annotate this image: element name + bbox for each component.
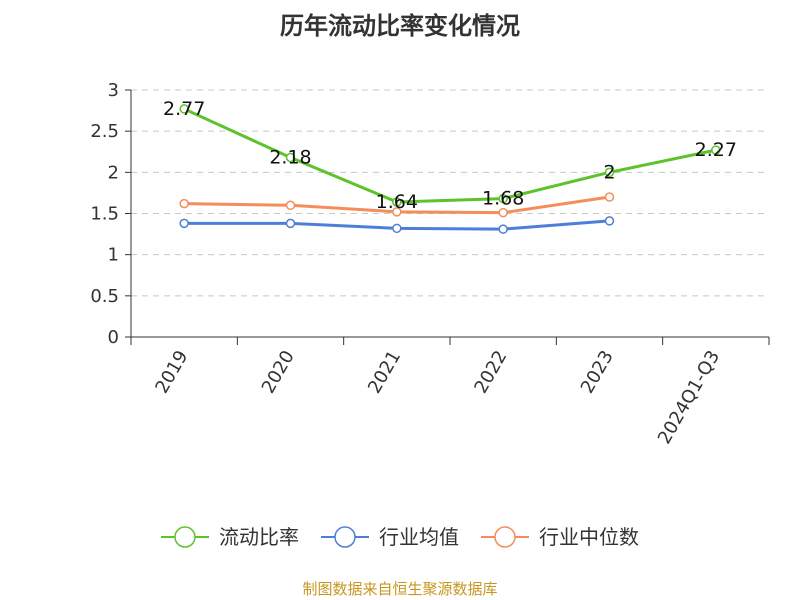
data-point bbox=[711, 145, 721, 155]
y-tick-label: 2 bbox=[108, 162, 119, 183]
data-point bbox=[285, 218, 296, 229]
data-point bbox=[179, 198, 189, 209]
data-point bbox=[179, 104, 189, 114]
x-tick-label: 2020 bbox=[258, 347, 299, 397]
y-tick-label: 2.5 bbox=[90, 121, 119, 142]
legend-item[interactable]: 行业均值 bbox=[321, 525, 459, 549]
grid-lines bbox=[131, 89, 769, 297]
legend-marker bbox=[174, 526, 196, 548]
data-point bbox=[392, 197, 402, 207]
data-label: 2.27 bbox=[695, 139, 737, 161]
data-label: 2.77 bbox=[163, 98, 205, 120]
data-point bbox=[604, 167, 615, 178]
y-tick-label: 1.5 bbox=[90, 204, 119, 225]
data-point bbox=[179, 218, 189, 229]
x-tick-label: 2019 bbox=[151, 347, 192, 397]
legend-item[interactable]: 流动比率 bbox=[161, 525, 299, 549]
data-point bbox=[392, 223, 402, 234]
x-tick-label: 2021 bbox=[364, 347, 405, 397]
data-point bbox=[604, 192, 615, 202]
legend[interactable]: 流动比率 行业均值 行业中位数 bbox=[161, 525, 639, 549]
data-point bbox=[498, 224, 508, 234]
x-tick-label: 2022 bbox=[470, 347, 511, 397]
data-label: 2 bbox=[603, 161, 615, 183]
legend-label: 流动比率 bbox=[219, 525, 299, 549]
x-tick-label: 2023 bbox=[577, 347, 618, 397]
data-point bbox=[498, 193, 508, 204]
y-tick-label: 0 bbox=[108, 327, 119, 348]
series-lines bbox=[179, 104, 721, 234]
data-point bbox=[498, 207, 508, 218]
chart-title: 历年流动比率变化情况 bbox=[280, 12, 520, 40]
data-point bbox=[285, 152, 296, 163]
y-tick-label: 1 bbox=[108, 245, 119, 266]
data-label: 2.18 bbox=[269, 147, 311, 169]
data-point bbox=[604, 216, 615, 226]
series-line bbox=[182, 107, 718, 204]
data-point bbox=[285, 200, 296, 211]
data-labels: 2.77 2.18 1.64 1.68 2 2.27 bbox=[163, 98, 737, 213]
x-tick-label: 2024Q1-Q3 bbox=[654, 347, 724, 448]
legend-marker bbox=[494, 526, 516, 548]
data-point bbox=[392, 207, 402, 217]
source-note: 制图数据来自恒生聚源数据库 bbox=[302, 580, 498, 598]
legend-item[interactable]: 行业中位数 bbox=[481, 525, 639, 549]
data-label: 1.64 bbox=[376, 191, 418, 213]
legend-label: 行业中位数 bbox=[539, 525, 639, 549]
legend-marker bbox=[334, 526, 356, 548]
data-label: 1.68 bbox=[482, 188, 524, 210]
legend-label: 行业均值 bbox=[379, 525, 459, 549]
y-tick-label: 0.5 bbox=[90, 286, 119, 307]
axes: 0 0.5 1 1.5 2 2.5 3 2019 2020 2021 2022 2023 2024Q1-… bbox=[90, 80, 770, 448]
y-tick-label: 3 bbox=[108, 80, 119, 101]
